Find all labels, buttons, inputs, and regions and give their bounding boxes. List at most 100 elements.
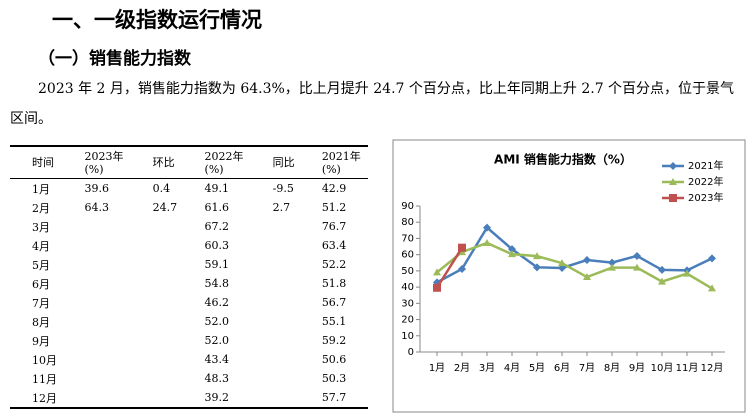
x-tick-label: 7月 (579, 362, 595, 374)
table-cell: 60.3 (204, 239, 230, 252)
header-cell: 时间 (10, 146, 62, 179)
marker (633, 263, 641, 271)
table-row: 6月 54.8 51.8 (10, 274, 368, 293)
table-cell: 8月 (32, 315, 50, 329)
marker (658, 265, 666, 274)
table-cell: 39.6 (84, 182, 109, 195)
header-cell: 2022年 (%) (183, 146, 251, 179)
table-cell: 39.2 (204, 391, 230, 404)
legend-label: 2022年 (688, 175, 723, 188)
header-text: 2023年 (84, 149, 124, 163)
table: 时间 2023年 (%) 环比 2022年 (%) 同比 2021年 (%) 1月 39.6 0.4 4… (10, 145, 368, 409)
table-cell: 67.2 (204, 220, 230, 233)
table-cell: 49.1 (204, 182, 230, 195)
marker (669, 194, 677, 202)
header-text: 2021年 (321, 149, 361, 163)
marker (658, 277, 666, 285)
table-body: 1月 39.6 0.4 49.1 -9.5 42.9 2月 64.3 24.7 61.6 2.7 51… (10, 179, 368, 408)
table-cell: 51.8 (321, 277, 347, 290)
table-cell: 12月 (32, 391, 57, 405)
table-cell: 52.0 (204, 315, 230, 328)
table-row: 10月 43.4 50.6 (10, 350, 368, 369)
header-text: (%) (321, 162, 341, 176)
marker (583, 256, 591, 265)
table-cell: 24.7 (152, 201, 178, 214)
marker (683, 269, 691, 277)
marker (433, 283, 441, 292)
header-row: 时间 2023年 (%) 环比 2022年 (%) 同比 2021年 (%) (10, 146, 368, 179)
y-tick-label: 30 (401, 298, 414, 309)
x-tick-label: 12月 (701, 362, 724, 374)
legend-label: 2021年 (688, 159, 723, 172)
table-cell: 59.1 (204, 258, 230, 271)
table-cell: 1月 (32, 182, 50, 196)
table-cell: 55.1 (321, 315, 347, 328)
table-cell: 50.6 (321, 353, 347, 366)
header-cell: 2021年 (%) (300, 146, 368, 179)
table-row: 2月 64.3 24.7 61.6 2.7 51.2 (10, 198, 368, 217)
chart-title: AMI 销售能力指数（%） (494, 152, 632, 167)
table-row: 12月 39.2 57.7 (10, 388, 368, 408)
paragraph: 2023 年 2 月，销售能力指数为 64.3%，比上月提升 24.7 个百分点… (10, 81, 735, 127)
x-tick-label: 6月 (554, 362, 570, 374)
table-cell: 63.4 (321, 239, 347, 252)
series-line (436, 241, 713, 290)
marker (508, 245, 516, 254)
table-cell: 64.3 (84, 201, 109, 214)
table-row: 11月 48.3 50.3 (10, 369, 368, 388)
table-row: 5月 59.1 52.2 (10, 255, 368, 274)
table-row: 8月 52.0 55.1 (10, 312, 368, 331)
header-text: 2022年 (204, 149, 244, 163)
header-cell: 环比 (131, 146, 183, 179)
table-cell: 52.2 (321, 258, 347, 271)
table-cell: 2.7 (272, 201, 291, 214)
table-cell: 52.0 (204, 334, 230, 347)
marker (669, 162, 677, 170)
marker (433, 268, 441, 276)
table-cell: 50.3 (321, 372, 347, 385)
header-cell: 2023年 (%) (62, 146, 130, 179)
marker (483, 238, 491, 246)
y-tick-label: 10 (401, 331, 414, 342)
marker (608, 263, 616, 271)
table-cell: 51.2 (321, 201, 347, 214)
y-tick-label: 40 (401, 282, 414, 293)
table-cell: 5月 (32, 258, 50, 272)
legend-label: 2023年 (688, 191, 723, 204)
header-text: 同比 (272, 156, 295, 169)
x-tick-label: 5月 (529, 362, 545, 374)
marker (633, 251, 641, 260)
table-row: 3月 67.2 76.7 (10, 217, 368, 236)
header-text: 时间 (32, 156, 54, 169)
table-cell: 4月 (32, 239, 50, 253)
header-cell: 同比 (251, 146, 300, 179)
table-cell: 43.4 (204, 353, 230, 366)
series-line (435, 247, 464, 289)
table-cell: 59.2 (321, 334, 347, 347)
x-tick-label: 4月 (504, 362, 520, 374)
y-tick-label: 50 (401, 266, 414, 277)
x-tick-label: 11月 (676, 362, 699, 374)
header-text: (%) (84, 162, 104, 176)
table-cell: 3月 (32, 220, 50, 234)
table-row: 1月 39.6 0.4 49.1 -9.5 42.9 (10, 179, 368, 199)
marker (508, 250, 516, 258)
x-tick-label: 8月 (604, 362, 620, 374)
header-text: (%) (204, 162, 224, 176)
y-tick-label: 70 (401, 233, 414, 244)
x-tick-label: 3月 (479, 362, 495, 374)
table-cell: 61.6 (204, 201, 230, 214)
marker (558, 259, 566, 267)
series-line (436, 225, 713, 284)
marker (708, 284, 716, 292)
marker (708, 254, 716, 263)
y-tick-label: 0 (408, 347, 414, 358)
marker (669, 178, 677, 185)
heading: 一、一级指数运行情况 (52, 8, 262, 32)
table-cell: 7月 (32, 296, 50, 310)
table-row: 4月 60.3 63.4 (10, 236, 368, 255)
table-cell: 9月 (32, 334, 50, 348)
header-text: 环比 (152, 156, 175, 169)
